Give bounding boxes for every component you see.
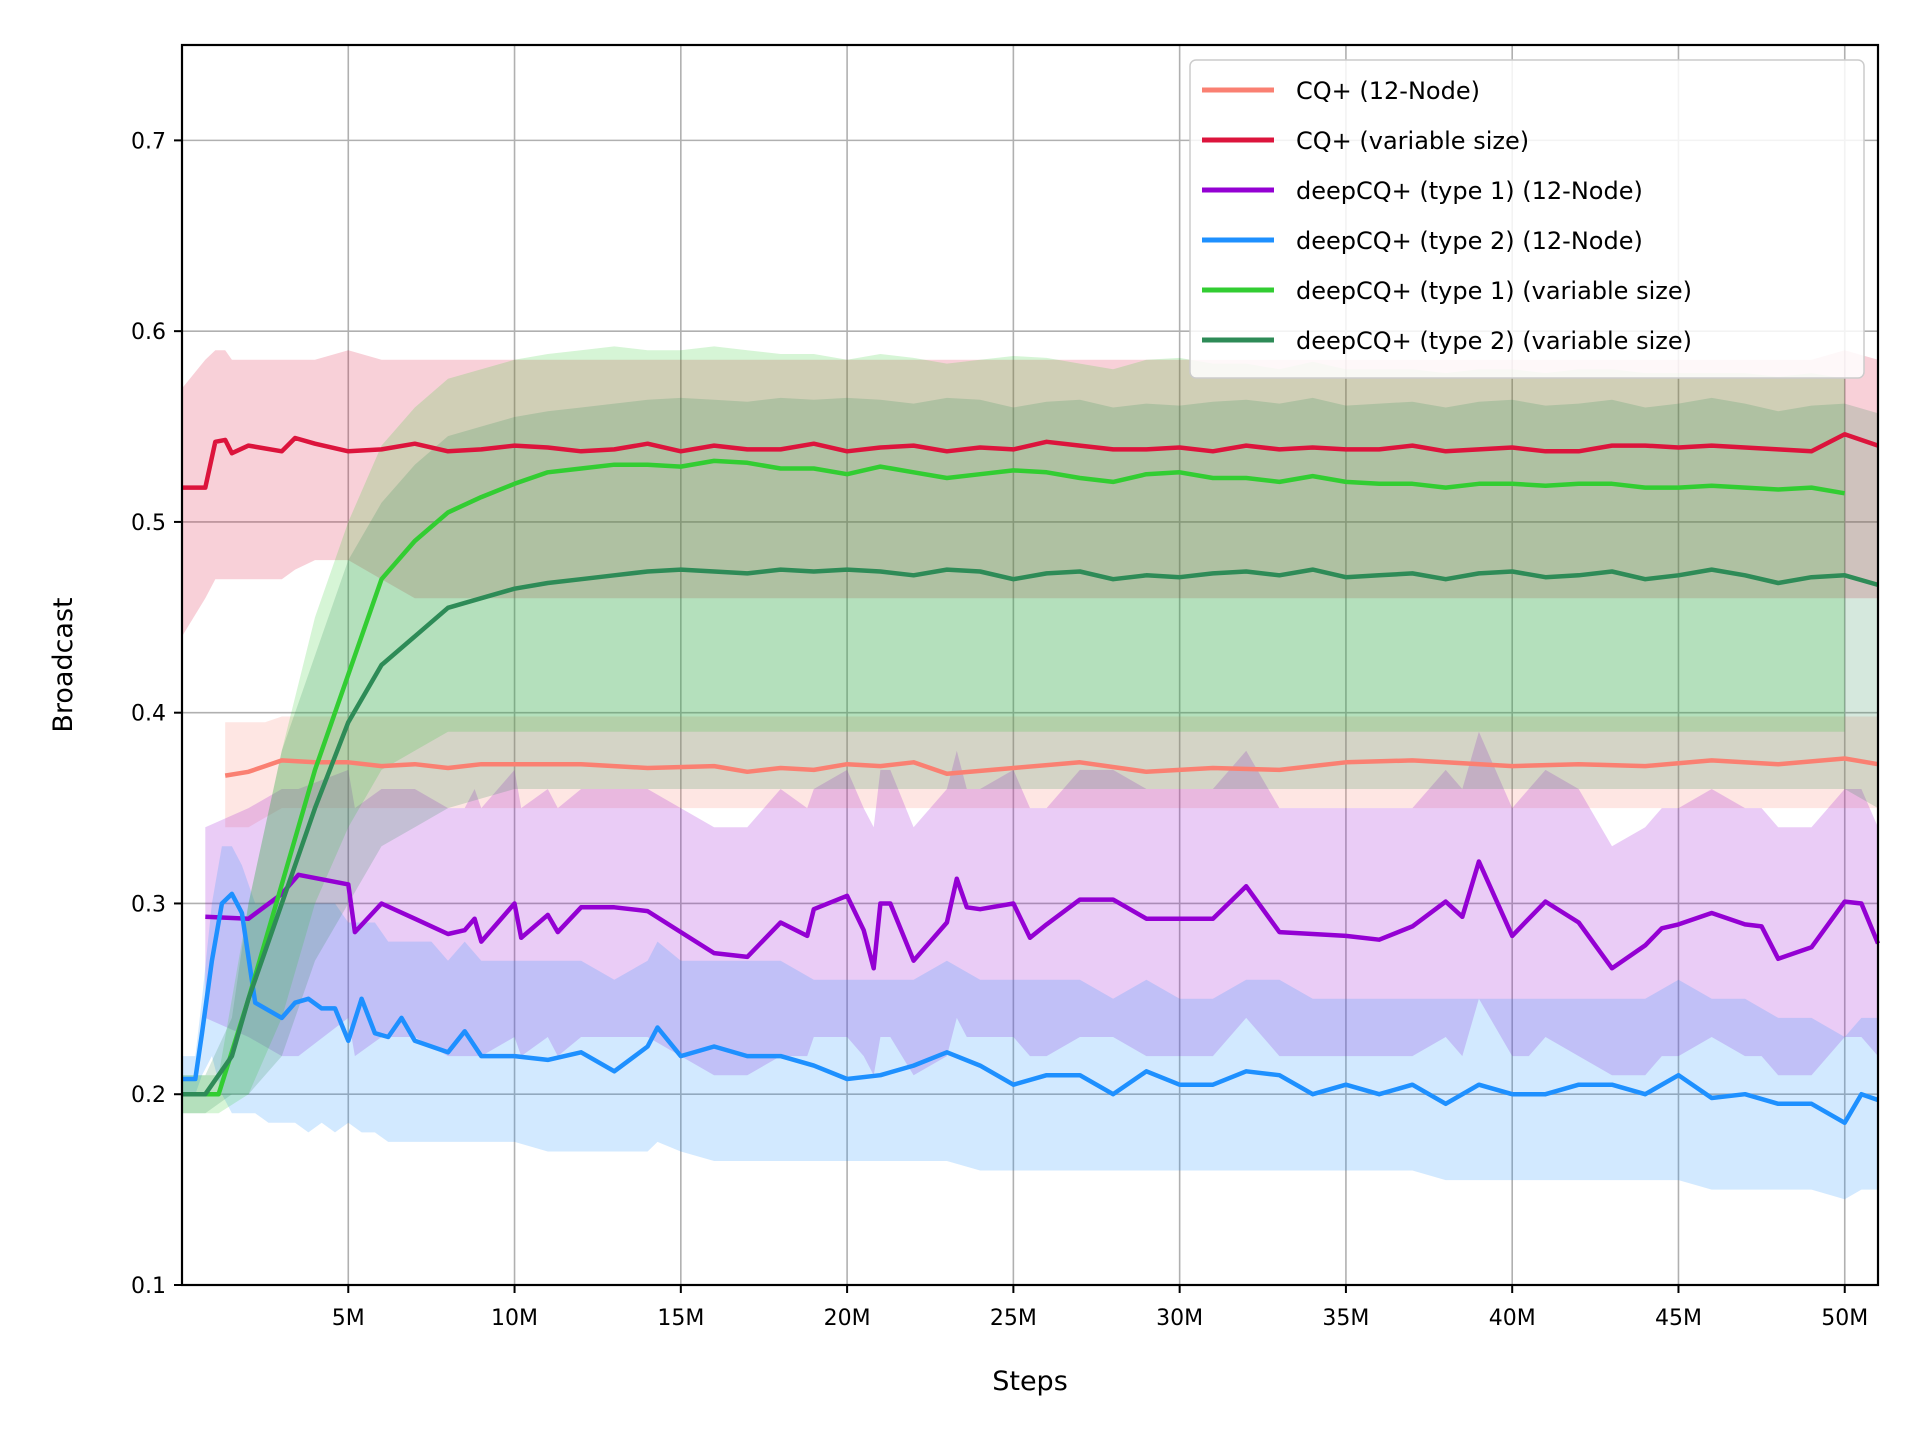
y-tick-label: 0.5 [131,511,166,536]
series-line-6 [182,567,1879,1097]
x-axis-ticks: 5M 10M 15M 20M 25M 30M 35M 40M 45M 50M [332,1285,1868,1331]
x-tick-label: 25M [990,1306,1037,1331]
y-tick-label: 0.4 [131,702,166,727]
confidence-band-3 [205,731,1878,1076]
legend-label: deepCQ+ (type 1) (variable size) [1296,277,1692,305]
series-line-3 [205,859,1881,971]
y-axis-label: Broadcast [48,597,79,732]
series-line-5 [182,458,1846,1097]
y-tick-label: 0.6 [131,320,166,345]
confidence-band-2 [182,350,1878,637]
y-axis-ticks: 0.1 0.2 0.3 0.4 0.5 0.6 0.7 [131,129,182,1299]
x-tick-label: 20M [824,1306,871,1331]
confidence-band-4 [182,846,1878,1200]
legend-box [1189,59,1865,379]
x-tick-label: 30M [1156,1306,1203,1331]
x-tick-label: 40M [1489,1306,1536,1331]
legend-label: CQ+ (12-Node) [1296,77,1480,105]
confidence-bands [182,346,1879,1200]
legend: CQ+ (12-Node) CQ+ (variable size) deepCQ+ … [1189,59,1865,379]
y-tick-label: 0.2 [131,1083,166,1108]
x-tick-label: 10M [491,1306,538,1331]
confidence-band-1 [225,716,1879,828]
y-tick-label: 0.7 [131,129,166,154]
x-axis-label: Steps [992,1366,1068,1397]
x-tick-label: 15M [657,1306,704,1331]
x-tick-label: 45M [1655,1306,1702,1331]
legend-label: deepCQ+ (type 2) (12-Node) [1296,227,1643,255]
x-tick-label: 35M [1322,1306,1369,1331]
series-line-2 [182,431,1879,490]
y-tick-label: 0.3 [131,892,166,917]
x-tick-label: 50M [1821,1306,1868,1331]
series-lines [182,431,1881,1126]
legend-label: deepCQ+ (type 2) (variable size) [1296,327,1692,355]
series-line-1 [224,756,1879,778]
y-tick-label: 0.1 [131,1274,166,1299]
series-line-4 [182,891,1879,1126]
plot-frame [180,43,1880,1287]
confidence-band-5 [182,346,1845,1114]
legend-label: deepCQ+ (type 1) (12-Node) [1296,177,1643,205]
legend-label: CQ+ (variable size) [1296,127,1529,155]
x-tick-label: 5M [332,1306,365,1331]
